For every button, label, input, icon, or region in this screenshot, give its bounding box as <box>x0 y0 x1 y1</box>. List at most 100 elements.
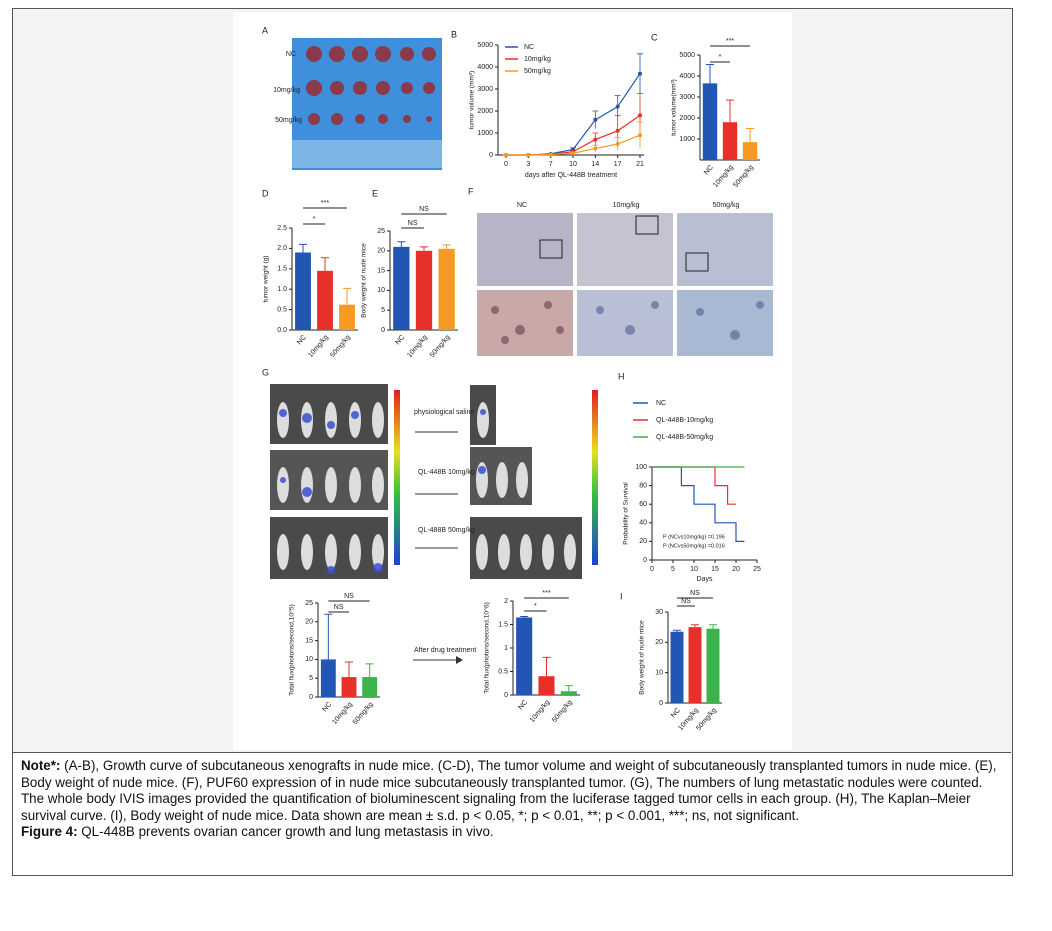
y-tick-label: 30 <box>655 609 663 616</box>
error-bar <box>442 244 451 249</box>
x-tick-label: NC <box>670 707 682 719</box>
error-bar <box>345 661 353 678</box>
y-tick-label: 1.5 <box>277 266 287 273</box>
panel-label: G <box>262 367 269 377</box>
point <box>526 153 531 157</box>
x-tick-label: 0 <box>650 566 654 573</box>
y-tick-label: 2.5 <box>277 225 287 232</box>
point <box>615 104 620 109</box>
x-tick-label: NC <box>296 334 308 346</box>
x-tick-label: 17 <box>614 161 622 168</box>
ivis-images <box>270 384 598 664</box>
y-tick-label: 0 <box>381 327 385 334</box>
y-tick-label: 5000 <box>477 42 493 49</box>
y-axis-label: Total flux(photons/second,10^6) <box>484 602 491 694</box>
y-tick-label: 0 <box>643 557 647 564</box>
y-tick-label: 1000 <box>477 130 493 137</box>
x-tick-label: NC <box>703 164 715 176</box>
error-bar <box>746 128 754 143</box>
point <box>615 142 620 146</box>
group-label: physiological saline <box>414 409 474 416</box>
y-tick-label: 1.5 <box>498 621 508 628</box>
y-tick-label: 0.5 <box>498 668 508 675</box>
x-tick-label: 20 <box>732 566 740 573</box>
y-tick-label: 20 <box>639 538 647 545</box>
y-tick-label: 0.5 <box>277 306 287 313</box>
bar <box>560 691 577 695</box>
y-tick-label: 15 <box>305 637 313 644</box>
point <box>615 128 620 133</box>
row-label: NC <box>286 51 296 58</box>
bar <box>516 617 533 695</box>
y-tick-label: 1000 <box>679 136 695 143</box>
point <box>638 71 642 76</box>
y-axis-label: tumor volume (mm³) <box>469 71 476 130</box>
bar <box>393 246 410 330</box>
panel-label: I <box>620 591 623 601</box>
y-tick-label: 1 <box>504 645 508 652</box>
y-tick-label: 5 <box>309 675 313 682</box>
panel-label: C <box>651 32 658 42</box>
bar <box>317 270 333 330</box>
x-tick-label: 5 <box>671 566 675 573</box>
x-tick-label: 14 <box>591 161 599 168</box>
significance-label: NS <box>419 206 429 213</box>
error-bar <box>726 99 734 123</box>
survival-curve <box>652 466 745 542</box>
y-tick-label: 20 <box>377 248 385 255</box>
bar <box>702 83 718 160</box>
error-bar <box>564 685 573 692</box>
figure: A B C D E F G H I NC 10mg/kg 50mg/kg NC … <box>233 12 792 750</box>
y-tick-label: 25 <box>305 600 313 607</box>
x-tick-label: 10 <box>690 566 698 573</box>
legend-label: 10mg/kg <box>524 56 551 63</box>
y-tick-label: 80 <box>639 482 647 489</box>
y-tick-label: 3000 <box>477 86 493 93</box>
y-tick-label: 25 <box>377 228 385 235</box>
legend-label: QL-448B-50mg/kg <box>656 434 713 441</box>
bar <box>722 122 738 160</box>
y-tick-label: 100 <box>635 464 647 471</box>
error-bar <box>299 243 307 253</box>
bar <box>320 659 336 697</box>
y-tick-label: 0.0 <box>277 327 287 334</box>
panel-label: E <box>372 188 378 198</box>
row-label: 10mg/kg <box>273 87 300 94</box>
row-label: 50mg/kg <box>275 117 302 124</box>
y-axis-label: Probability of Survival <box>623 482 630 545</box>
column-label: 50mg/kg <box>713 202 740 209</box>
significance-label: *** <box>321 200 329 207</box>
legend-label: NC <box>656 400 666 407</box>
panel-label: B <box>451 29 457 39</box>
y-tick-label: 0 <box>659 700 663 707</box>
bar <box>362 677 378 697</box>
significance-label: NS <box>681 598 691 605</box>
y-tick-label: 2000 <box>477 108 493 115</box>
figure-label: Figure 4: <box>21 824 78 839</box>
p-value: P (NCvs50mg/kg) =0.016 <box>663 543 725 549</box>
bar <box>688 627 702 703</box>
significance-label: NS <box>334 604 344 611</box>
x-tick-label: 25 <box>753 566 761 573</box>
significance-label: * <box>719 54 722 61</box>
y-tick-label: 40 <box>639 520 647 527</box>
x-axis-label: Days <box>697 576 713 583</box>
significance-label: NS <box>690 590 700 597</box>
error-bar <box>420 246 428 251</box>
y-tick-label: 2000 <box>679 115 695 122</box>
error-bar <box>365 663 374 678</box>
panel-label: H <box>618 371 625 381</box>
y-tick-label: 5000 <box>679 52 695 59</box>
note: Note*: (A-B), Growth curve of subcutaneo… <box>21 758 997 823</box>
y-axis-label: Body weight of nude mice <box>639 620 646 695</box>
y-tick-label: 15 <box>377 267 385 274</box>
note-text: (A-B), Growth curve of subcutaneous xeno… <box>21 758 997 823</box>
x-tick-label: 10 <box>569 161 577 168</box>
x-tick-label: NC <box>321 701 333 713</box>
legend-label: 50mg/kg <box>524 68 551 75</box>
legend-label: NC <box>524 44 534 51</box>
x-tick-label: 7 <box>549 161 553 168</box>
column-label: NC <box>517 202 527 209</box>
group-label: QL-448B 10mg/kg <box>418 469 475 476</box>
bar <box>341 677 357 697</box>
